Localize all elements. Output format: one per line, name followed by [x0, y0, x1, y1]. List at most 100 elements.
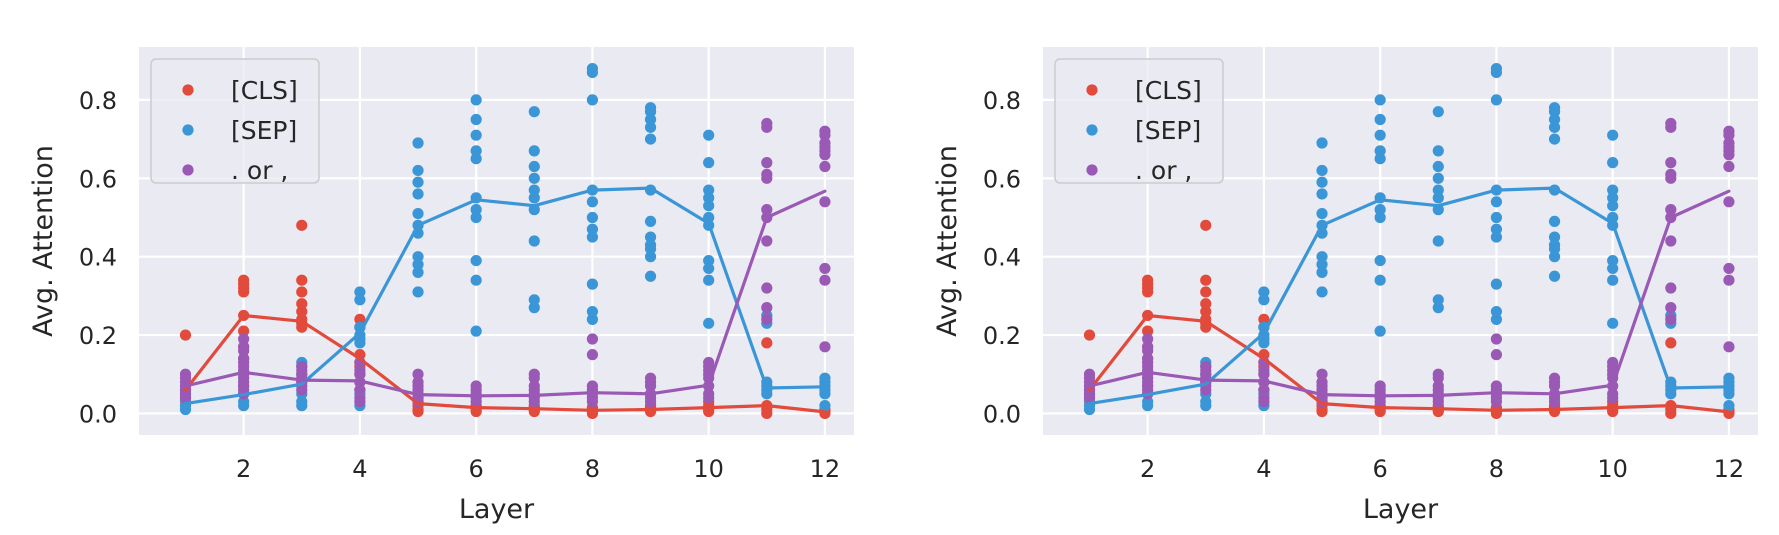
data-point [1548, 396, 1561, 408]
data-point [586, 231, 599, 243]
legend-label: [CLS] [231, 76, 298, 105]
data-point [1316, 258, 1328, 271]
data-point [1258, 294, 1270, 306]
series-points-3 [179, 117, 831, 408]
data-point [761, 337, 773, 349]
data-point [1083, 403, 1096, 416]
data-point [703, 184, 715, 196]
data-point [1607, 157, 1619, 169]
data-point [586, 196, 599, 208]
data-point [1490, 196, 1503, 208]
data-point [238, 325, 250, 337]
data-point [644, 396, 657, 408]
data-point [1258, 313, 1270, 325]
x-tick-label: 4 [352, 455, 367, 483]
data-point [1142, 333, 1154, 345]
data-point [586, 396, 599, 408]
data-point [1723, 400, 1735, 412]
data-point [1083, 392, 1096, 404]
x-axis-label: Layer [1363, 494, 1439, 525]
data-point [1316, 188, 1328, 200]
x-tick-label: 8 [1489, 455, 1504, 483]
data-point [703, 129, 715, 141]
data-point [703, 274, 715, 286]
data-point [1490, 333, 1503, 345]
data-point [354, 286, 366, 298]
data-point [412, 164, 424, 177]
chart-panel-1: 2 4 6 8 10 12 0.0 0.2 0.4 0.6 0.8 Layer Avg. Attenti… [28, 47, 854, 525]
x-tick-label: 12 [810, 455, 841, 483]
data-point [1665, 235, 1677, 247]
data-point [1723, 262, 1735, 275]
data-point [1200, 400, 1212, 412]
x-tick-label: 10 [1597, 455, 1628, 483]
data-point [761, 282, 773, 294]
data-point [1142, 325, 1154, 337]
data-point [1258, 368, 1270, 380]
data-point [296, 298, 308, 310]
legend-label: [CLS] [1135, 76, 1202, 105]
series-mean-line-2 [183, 186, 827, 406]
x-tick-label: 6 [469, 455, 484, 483]
data-point [528, 396, 540, 408]
data-point [528, 192, 540, 204]
legend-label: . or , [231, 156, 288, 185]
data-point [703, 317, 715, 329]
data-point [761, 204, 773, 216]
data-point [703, 262, 715, 275]
data-point [238, 286, 250, 298]
data-point [354, 313, 366, 325]
series-mean-line-1 [183, 313, 827, 414]
data-point [1316, 286, 1328, 298]
data-point [1316, 251, 1328, 263]
data-point [819, 160, 831, 173]
data-point [819, 274, 831, 286]
data-point [644, 133, 657, 145]
data-point [528, 184, 540, 196]
data-point [296, 274, 308, 286]
data-point [1607, 262, 1619, 275]
data-point [703, 200, 715, 212]
data-point [1607, 192, 1619, 204]
legend-marker [182, 164, 194, 176]
data-point [1258, 396, 1270, 408]
data-point [1607, 392, 1619, 404]
data-point [528, 302, 540, 314]
data-point [1374, 204, 1386, 216]
data-point [528, 145, 540, 157]
data-point [1723, 149, 1735, 161]
y-tick-label: 0.4 [983, 244, 1021, 272]
data-point [1723, 388, 1735, 400]
legend: [CLS] [SEP] . or , [150, 58, 320, 185]
data-point [296, 286, 308, 298]
data-point [819, 388, 831, 400]
data-point [1548, 133, 1561, 145]
y-tick-label: 0.4 [79, 244, 117, 272]
data-point [1665, 282, 1677, 294]
data-point [703, 392, 715, 404]
data-point [1374, 145, 1386, 157]
data-point [1607, 200, 1619, 212]
data-point [528, 172, 540, 184]
data-point [644, 121, 657, 133]
data-point [470, 145, 482, 157]
y-tick-label: 0.0 [79, 400, 117, 428]
data-point [1142, 286, 1154, 298]
y-tick-label: 0.0 [983, 400, 1021, 428]
data-point [761, 407, 773, 420]
data-point [1490, 313, 1503, 325]
x-tick-label: 2 [236, 455, 251, 483]
data-point [1374, 325, 1386, 337]
data-point [644, 405, 657, 418]
data-point [1723, 160, 1735, 173]
data-point [354, 396, 366, 408]
data-point [470, 211, 482, 224]
series-mean-line-3 [1087, 189, 1731, 398]
series-mean-line-2 [1087, 186, 1731, 406]
data-point [528, 372, 540, 384]
legend-label: . or , [1135, 156, 1192, 185]
data-point [1665, 172, 1677, 184]
data-point [1316, 405, 1328, 418]
data-point [1258, 286, 1270, 298]
data-point [470, 113, 482, 126]
